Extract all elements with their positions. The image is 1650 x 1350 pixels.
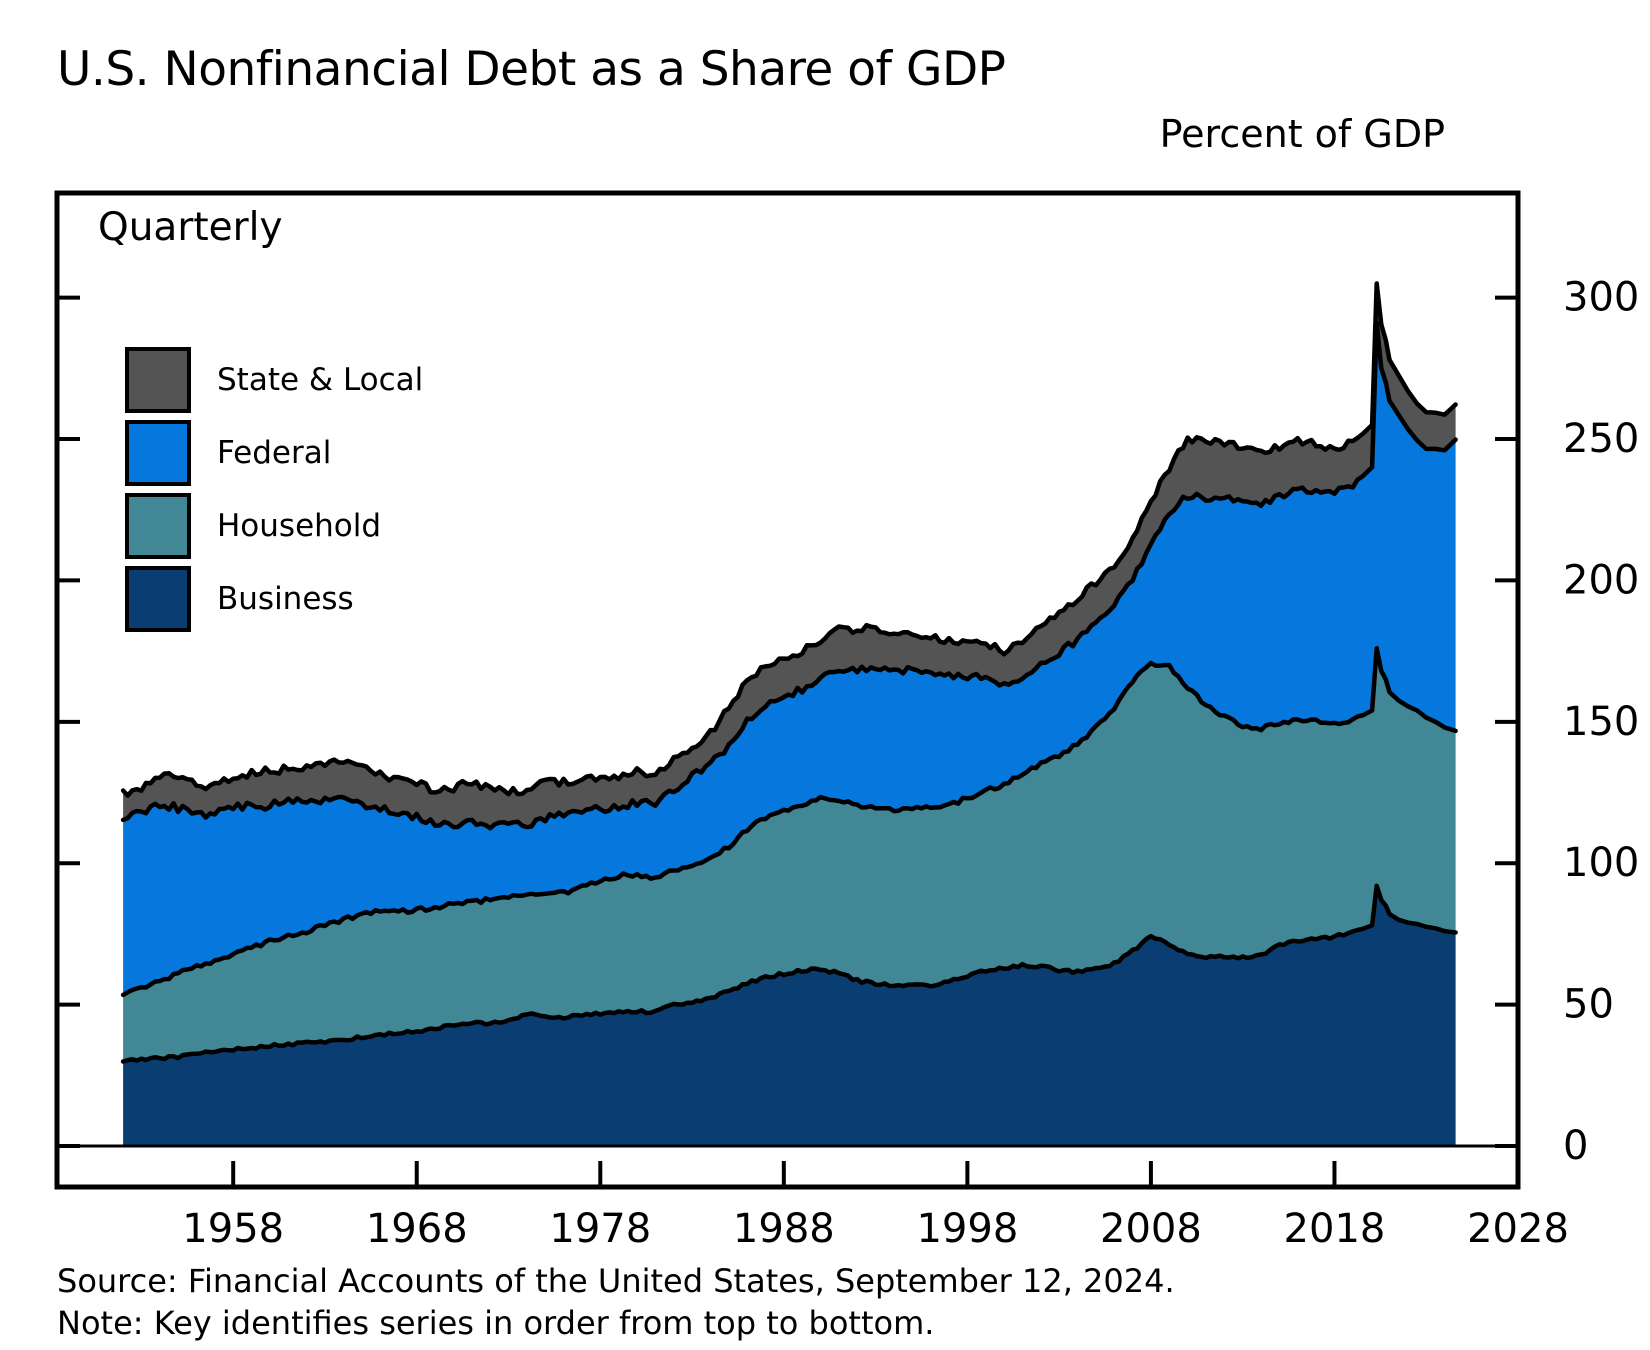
legend-swatch-state-local	[125, 347, 191, 413]
area-federal	[123, 323, 1456, 995]
legend-item-business: Business	[125, 566, 423, 632]
note-text: Note: Key identifies series in order fro…	[57, 1304, 935, 1342]
y-tick-label: 50	[1563, 982, 1614, 1028]
legend-swatch-federal	[125, 420, 191, 486]
legend-item-household: Household	[125, 493, 423, 559]
x-tick-label: 2018	[1284, 1206, 1386, 1252]
legend-swatch-household	[125, 493, 191, 559]
legend-swatch-business	[125, 566, 191, 632]
legend-item-state-local: State & Local	[125, 347, 423, 413]
y-tick-label: 300	[1563, 275, 1639, 321]
legend-label: Household	[217, 508, 382, 544]
x-tick-label: 1968	[366, 1206, 468, 1252]
page-title: U.S. Nonfinancial Debt as a Share of GDP	[57, 42, 1006, 97]
legend-item-federal: Federal	[125, 420, 423, 486]
plot-frame	[54, 190, 1521, 1190]
y-tick-label: 100	[1563, 840, 1639, 886]
boundary-business	[120, 883, 1458, 1064]
x-tick-label: 2028	[1467, 1206, 1569, 1252]
area-business	[123, 885, 1456, 1146]
legend-label: Business	[217, 581, 354, 617]
area-household	[123, 648, 1456, 1062]
y-tick-label: 200	[1563, 557, 1639, 603]
boundary-federal	[120, 320, 1458, 831]
x-tick-label: 1978	[549, 1206, 651, 1252]
x-tick-label: 1988	[733, 1206, 835, 1252]
boundary-state-local	[120, 281, 1458, 798]
y-tick-label: 150	[1563, 699, 1639, 745]
x-tick-label: 2008	[1100, 1206, 1202, 1252]
x-tick-label: 1998	[916, 1206, 1018, 1252]
y-tick-label: 0	[1563, 1123, 1588, 1169]
frequency-label: Quarterly	[98, 205, 283, 250]
x-tick-label: 1958	[182, 1206, 284, 1252]
source-text: Source: Financial Accounts of the United…	[57, 1262, 1175, 1300]
legend-label: State & Local	[217, 362, 424, 398]
legend: State & Local Federal Household Business	[125, 347, 423, 639]
y-axis-title: Percent of GDP	[1159, 112, 1445, 156]
y-tick-label: 250	[1563, 416, 1639, 462]
boundary-household	[120, 646, 1458, 998]
legend-label: Federal	[217, 435, 332, 471]
